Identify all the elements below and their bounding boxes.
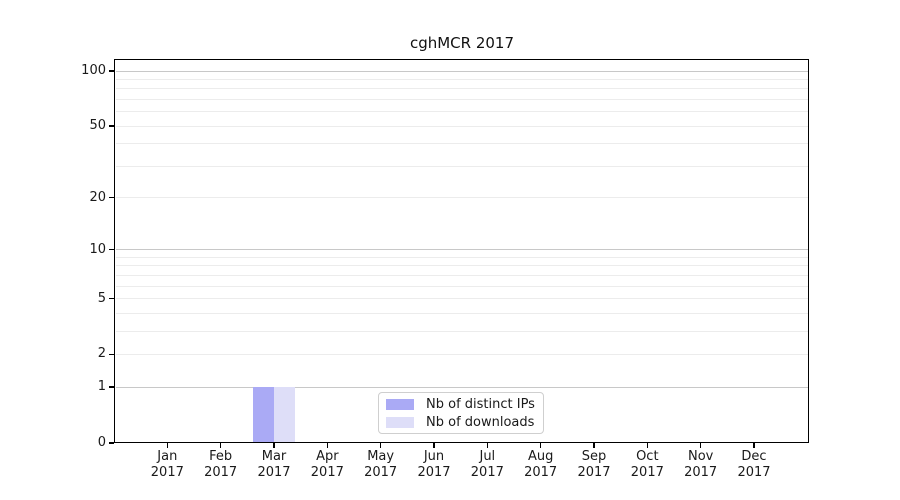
gridline-minor — [116, 330, 808, 332]
x-tick-label-line: Oct — [636, 449, 659, 464]
x-tick-label-line: 2017 — [310, 465, 344, 480]
y-tick-label: 0 — [97, 435, 106, 450]
x-tick-label-line: 2017 — [257, 465, 291, 480]
bar-nb-of-downloads-mar-2017 — [274, 387, 295, 442]
x-tick-label-line: 2017 — [417, 465, 451, 480]
gridline-minor — [116, 165, 808, 167]
x-tick-label: Sep 2017 — [562, 449, 626, 481]
gridline-major — [116, 386, 808, 388]
x-tick-mark — [273, 443, 275, 448]
x-tick-label: Mar 2017 — [242, 449, 306, 481]
x-tick-label: Jun 2017 — [402, 449, 466, 481]
chart-title: cghMCR 2017 — [409, 34, 515, 52]
x-tick-label-line: Aug — [527, 449, 554, 464]
gridline-minor — [116, 143, 808, 145]
bar-nb-of-distinct-ips-mar-2017 — [253, 387, 274, 442]
x-tick-label-line: Jul — [479, 449, 496, 464]
x-tick-mark — [699, 443, 702, 448]
y-tick-label: 10 — [89, 241, 106, 257]
x-tick-mark — [433, 443, 435, 448]
y-tick-label: 5 — [97, 290, 106, 306]
y-tick-label: 20 — [89, 189, 106, 205]
y-tick-mark — [109, 442, 114, 444]
x-tick-label-line: 2017 — [364, 465, 398, 480]
x-tick-label-line: 2017 — [684, 465, 718, 480]
y-tick-label: 100 — [81, 63, 106, 78]
x-tick-label-line: 2017 — [470, 465, 504, 480]
gridline-minor — [116, 197, 808, 199]
y-tick-mark — [109, 297, 114, 300]
y-tick-mark — [109, 353, 114, 356]
x-tick-mark — [753, 443, 755, 448]
y-tick-mark — [109, 248, 114, 251]
x-tick-label: Apr 2017 — [295, 449, 359, 481]
gridline-major — [116, 249, 808, 251]
gridline-minor — [116, 274, 808, 276]
y-tick-mark — [109, 386, 114, 388]
y-tick-mark — [109, 70, 114, 72]
gridline-minor — [116, 88, 808, 90]
legend-item: Nb of downloads — [386, 415, 535, 430]
x-tick-label-line: Apr — [316, 449, 339, 464]
x-tick-label: Jul 2017 — [455, 449, 519, 481]
plot-area — [114, 59, 809, 443]
gridline-minor — [116, 265, 808, 267]
x-tick-label-line: 2017 — [150, 465, 184, 480]
y-tick-label: 2 — [97, 346, 106, 362]
x-tick-mark — [486, 443, 489, 448]
x-tick-label-line: May — [367, 449, 395, 464]
y-tick-label: 1 — [97, 379, 106, 395]
gridline-minor — [116, 78, 808, 80]
x-tick-label: Oct 2017 — [615, 449, 679, 481]
gridline-minor — [116, 98, 808, 100]
gridline-minor — [116, 285, 808, 287]
x-tick-label: May 2017 — [349, 449, 413, 481]
legend: Nb of distinct IPs Nb of downloads — [378, 392, 544, 434]
y-tick-mark — [109, 125, 114, 127]
gridline-major — [116, 70, 808, 72]
gridline-minor — [116, 353, 808, 355]
x-tick-label-line: Feb — [209, 449, 233, 464]
x-tick-label-line: 2017 — [630, 465, 664, 480]
gridline-minor — [116, 312, 808, 314]
x-tick-label-line: 2017 — [577, 465, 611, 480]
legend-label: Nb of downloads — [426, 414, 535, 430]
x-tick-label-line: Dec — [741, 449, 767, 464]
x-tick-label-line: Sep — [581, 449, 607, 464]
x-tick-label-line: 2017 — [524, 465, 558, 480]
legend-label: Nb of distinct IPs — [426, 396, 535, 412]
x-tick-label: Dec 2017 — [722, 449, 786, 481]
legend-swatch-icon — [386, 398, 414, 410]
x-tick-label-line: Mar — [261, 449, 287, 464]
x-tick-mark — [646, 443, 649, 448]
x-tick-mark — [379, 443, 382, 448]
y-tick-mark — [109, 196, 114, 199]
gridline-minor — [116, 256, 808, 258]
gridline-minor — [116, 298, 808, 300]
gridline-minor — [116, 111, 808, 113]
gridline-minor — [116, 125, 808, 127]
x-tick-label: Feb 2017 — [189, 449, 253, 481]
x-tick-label-line: Jun — [423, 449, 445, 464]
x-tick-mark — [539, 443, 542, 448]
x-tick-mark — [593, 443, 595, 448]
x-tick-mark — [166, 443, 169, 448]
x-tick-label: Aug 2017 — [509, 449, 573, 481]
legend-item: Nb of distinct IPs — [386, 397, 535, 412]
x-tick-mark — [219, 443, 222, 448]
x-tick-label: Nov 2017 — [669, 449, 733, 481]
x-tick-label-line: 2017 — [737, 465, 771, 480]
x-tick-label-line: 2017 — [204, 465, 238, 480]
x-tick-label-line: Nov — [687, 449, 714, 464]
x-tick-mark — [326, 443, 329, 448]
x-tick-label-line: Jan — [157, 449, 178, 464]
legend-swatch-icon — [386, 416, 414, 428]
x-tick-label: Jan 2017 — [135, 449, 199, 481]
y-tick-label: 50 — [89, 118, 106, 134]
